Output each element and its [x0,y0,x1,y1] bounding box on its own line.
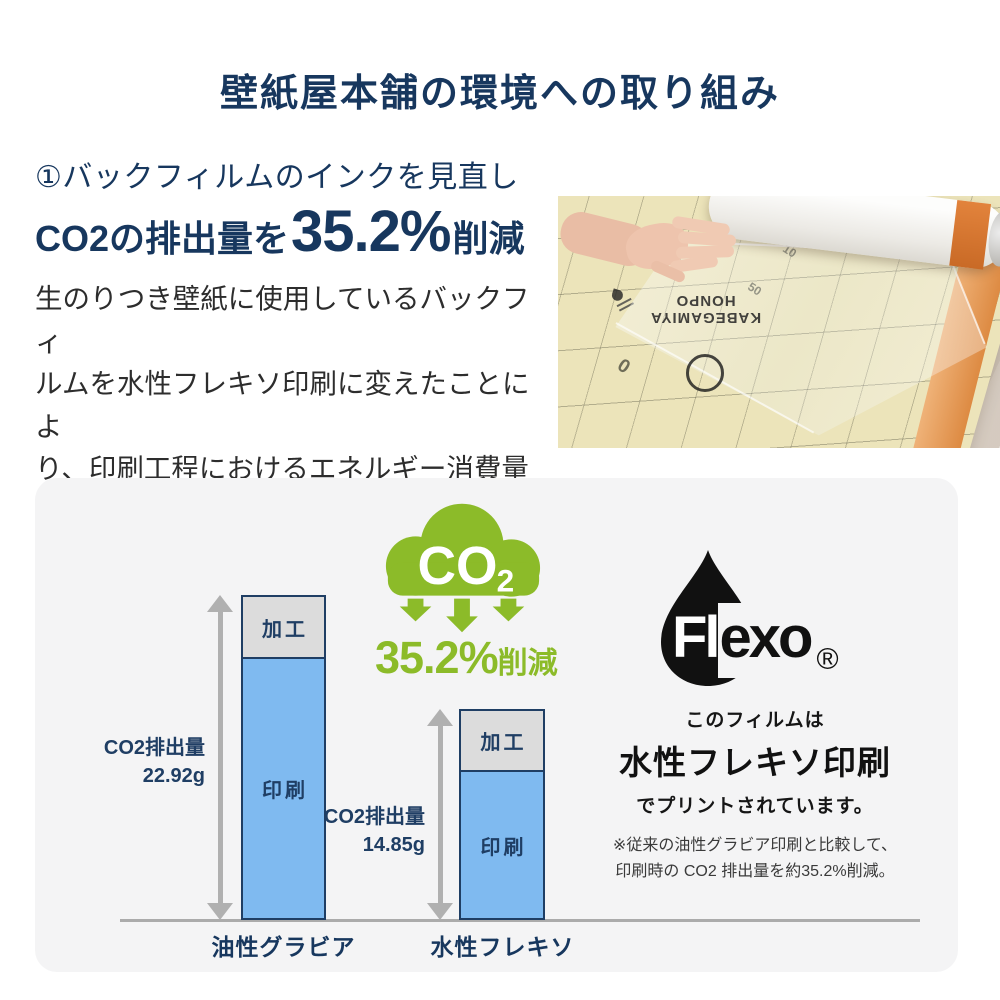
film-ring-logo [686,354,724,392]
roll-orange-band [949,199,992,270]
category-label-oil-gravure: 油性グラビア [211,934,356,960]
reduction-label: 35.2% 削減 [375,632,558,683]
registered-mark: ® [816,643,839,676]
footnote: ※従来の油性グラビア印刷と比較して、 印刷時の CO2 排出量を約35.2%削減… [612,837,898,880]
film-statement-line2: 水性フレキソ印刷 [619,744,891,781]
flexo-block: Flexo ® このフィルムは 水性フレキソ印刷 でプリントされています。 ※従来… [580,548,930,885]
flexo-logo: Flexo ® [580,548,930,690]
cloud-co2-subscript: 2 [497,563,515,599]
co2-cloud-icon: CO 2 [378,500,546,640]
bar-water-flexo: 加工 印刷 [459,709,545,920]
cloud-co2-text: CO [418,537,498,596]
film-brand-text: KABEGAMIYA HONPO [650,292,762,326]
segment-label-printing: 印刷 [480,836,527,859]
measure-arrow [427,709,453,920]
co2-highlight-line: CO2の排出量を 35.2% 削減 [35,198,525,265]
step-heading: ①バックフィルムのインクを見直し [35,161,519,194]
segment-label-processing: 加工 [480,732,527,754]
film-statement-line3: でプリントされています。 [636,796,874,817]
segment-label-processing: 加工 [262,618,308,641]
highlight-value: 35.2% [291,199,451,264]
paragraph-line: ルムを水性フレキソ印刷に変えたことによ [35,368,530,442]
category-label-water-flexo: 水性フレキソ [430,934,575,960]
page-title: 壁紙屋本舗の環境への取り組み [219,73,780,115]
total-label-water: CO2排出量 14.85g [323,806,425,856]
chart-panel: 加工 印刷 加工 印刷 CO2排出量 22.92g CO2排出量 14.85g [35,478,958,972]
flexo-wordmark: Flexo ® [672,603,839,678]
bar-oil-gravure: 加工 印刷 [241,595,326,920]
product-photo: 10 50 0 KABEGAMIYA HONPO [558,196,1000,448]
segment-label-printing: 印刷 [262,780,308,802]
measure-arrow [207,595,233,920]
highlight-prefix: CO2の排出量を [35,218,290,259]
chart-baseline [120,919,920,922]
total-label-oil: CO2排出量 22.92g [103,737,205,787]
highlight-suffix: 削減 [452,218,525,259]
film-statement-line1: このフィルムは [685,710,825,731]
paragraph-line: 生のりつき壁紙に使用しているバックフィ [35,283,530,357]
